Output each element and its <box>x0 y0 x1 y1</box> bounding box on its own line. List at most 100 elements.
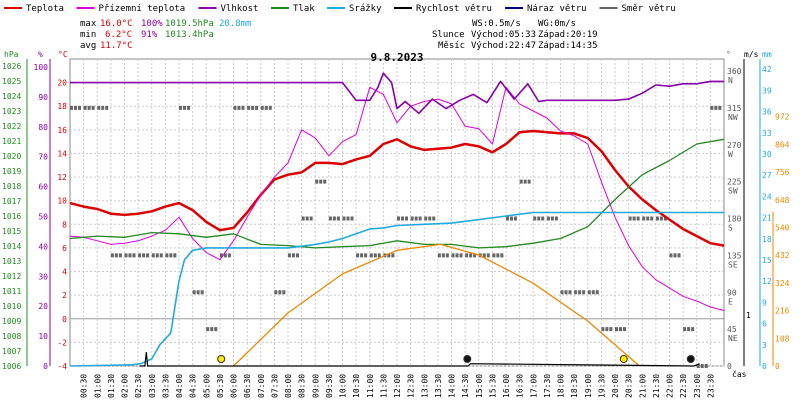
temp-tick-label: 16 <box>57 126 67 135</box>
wind-direction-mark <box>251 105 255 110</box>
rain-tick-label: 24 <box>762 192 772 201</box>
temp-tick-label: -4 <box>57 362 67 371</box>
x-tick-label: 19:00 <box>584 374 593 398</box>
direction-tick-label: 90 <box>727 288 737 297</box>
wind-direction-mark <box>128 253 132 258</box>
legend-label: Teplota <box>26 4 64 14</box>
x-tick-label: 14:30 <box>461 374 470 398</box>
wind-direction-mark <box>550 216 554 221</box>
pressure-tick-label: 1016 <box>2 212 21 221</box>
wind-direction-mark <box>132 253 136 258</box>
stat-avg-temp: 11.7°C <box>100 41 133 51</box>
wind-direction-mark <box>687 327 691 332</box>
x-tick-label: 10:30 <box>352 374 361 398</box>
wind-direction-mark <box>486 253 490 258</box>
legend-label: Tlak <box>293 4 315 14</box>
x-tick-label: 08:30 <box>298 374 307 398</box>
stat-max-press: 1019.5hPa <box>165 19 214 29</box>
wind-direction-mark <box>445 253 449 258</box>
temp-tick-label: 14 <box>57 149 67 158</box>
wind-direction-mark <box>247 105 251 110</box>
x-tick-label: 13:30 <box>434 374 443 398</box>
stat-max-rain: 20.8mm <box>219 19 252 29</box>
wind-direction-mark <box>514 216 517 221</box>
temp-tick-label: 10 <box>57 197 67 206</box>
rain-tick-label: 33 <box>762 129 772 138</box>
x-tick-label: 14:00 <box>448 374 457 398</box>
rain-tick-label: 3 <box>762 341 767 350</box>
wind-direction-mark <box>274 290 278 295</box>
direction-compass-label: SE <box>728 260 738 269</box>
stat-sun-label: Slunce <box>432 30 465 40</box>
stat-min-hum: 91% <box>141 30 158 40</box>
wind-direction-mark <box>691 327 695 332</box>
wind-direction-mark <box>118 253 122 258</box>
series-line-temp <box>69 129 725 247</box>
wind-direction-mark <box>91 105 95 110</box>
wind-direction-mark <box>704 364 708 368</box>
solar-tick-label: 864 <box>775 140 790 149</box>
wind-direction-mark <box>110 253 114 258</box>
stat-moonrise: Východ:22:47 <box>471 41 536 51</box>
rain-tick-label: 36 <box>762 108 772 117</box>
wind-direction-mark <box>615 327 618 332</box>
pressure-tick-label: 1015 <box>2 227 21 236</box>
wind-direction-mark <box>437 253 441 258</box>
wind-direction-mark <box>288 253 291 258</box>
wind-direction-mark <box>227 253 231 258</box>
wind-direction-mark <box>628 216 632 221</box>
humidity-tick-label: 70 <box>38 153 48 162</box>
wind-direction-mark <box>397 216 400 221</box>
direction-tick-label: 135 <box>727 251 742 260</box>
temp-tick-label: 0 <box>62 315 67 324</box>
x-tick-label: 18:00 <box>557 374 566 398</box>
direction-compass-label: N <box>728 76 733 85</box>
humidity-tick-label: 90 <box>38 93 48 102</box>
wind-direction-mark <box>405 216 408 221</box>
wind-direction-mark <box>223 253 227 258</box>
wind-direction-mark <box>146 253 150 258</box>
x-tick-label: 01:30 <box>107 374 116 398</box>
wind-direction-mark <box>233 105 237 110</box>
wind-speed-tick-label: 1 <box>746 311 751 320</box>
wind-direction-mark <box>527 179 531 184</box>
wind-direction-mark <box>377 253 381 258</box>
x-tick-label: 03:00 <box>148 374 157 398</box>
wind-direction-mark <box>401 216 404 221</box>
wind-direction-mark <box>632 216 636 221</box>
wind-direction-mark <box>214 327 218 332</box>
stat-moonset: Západ:14:35 <box>538 41 598 51</box>
x-tick-label: 02:00 <box>121 374 130 398</box>
solar-tick-label: 540 <box>775 224 790 233</box>
axis-units: hPa % °C ° m/s mm čas <box>4 50 772 379</box>
wind-direction-mark <box>677 253 681 258</box>
temp-tick-label: 18 <box>57 102 67 111</box>
wind-direction-mark <box>305 216 309 221</box>
temp-tick-label: 4 <box>62 268 67 277</box>
series-lines <box>69 72 725 367</box>
x-tick-label: 07:30 <box>270 374 279 398</box>
x-tick-label: 09:00 <box>311 374 320 398</box>
pressure-tick-label: 1012 <box>2 272 21 281</box>
wind-direction-mark <box>255 105 259 110</box>
humidity-tick-label: 40 <box>38 242 48 251</box>
wind-direction-mark <box>187 105 190 110</box>
pressure-tick-label: 1025 <box>2 77 21 86</box>
temp-tick-label: 12 <box>57 173 67 182</box>
sun-event-icon <box>619 355 628 363</box>
wind-direction-mark <box>387 253 391 258</box>
stat-max-hum: 100% <box>141 19 163 29</box>
wind-direction-mark <box>432 216 436 221</box>
wind-direction-mark <box>373 253 377 258</box>
stat-wg: WG:0m/s <box>538 19 576 29</box>
solar-tick-label: 972 <box>775 113 790 122</box>
wind-direction-mark <box>414 216 418 221</box>
pressure-tick-label: 1006 <box>2 362 21 371</box>
x-tick-label: 04:30 <box>189 374 198 398</box>
x-tick-label: 18:30 <box>570 374 579 398</box>
wind-direction-mark <box>309 216 313 221</box>
wind-direction-mark <box>323 179 327 184</box>
wind-direction-mark <box>533 216 537 221</box>
unit-ms: m/s <box>744 50 759 59</box>
wind-direction-mark <box>605 327 609 332</box>
